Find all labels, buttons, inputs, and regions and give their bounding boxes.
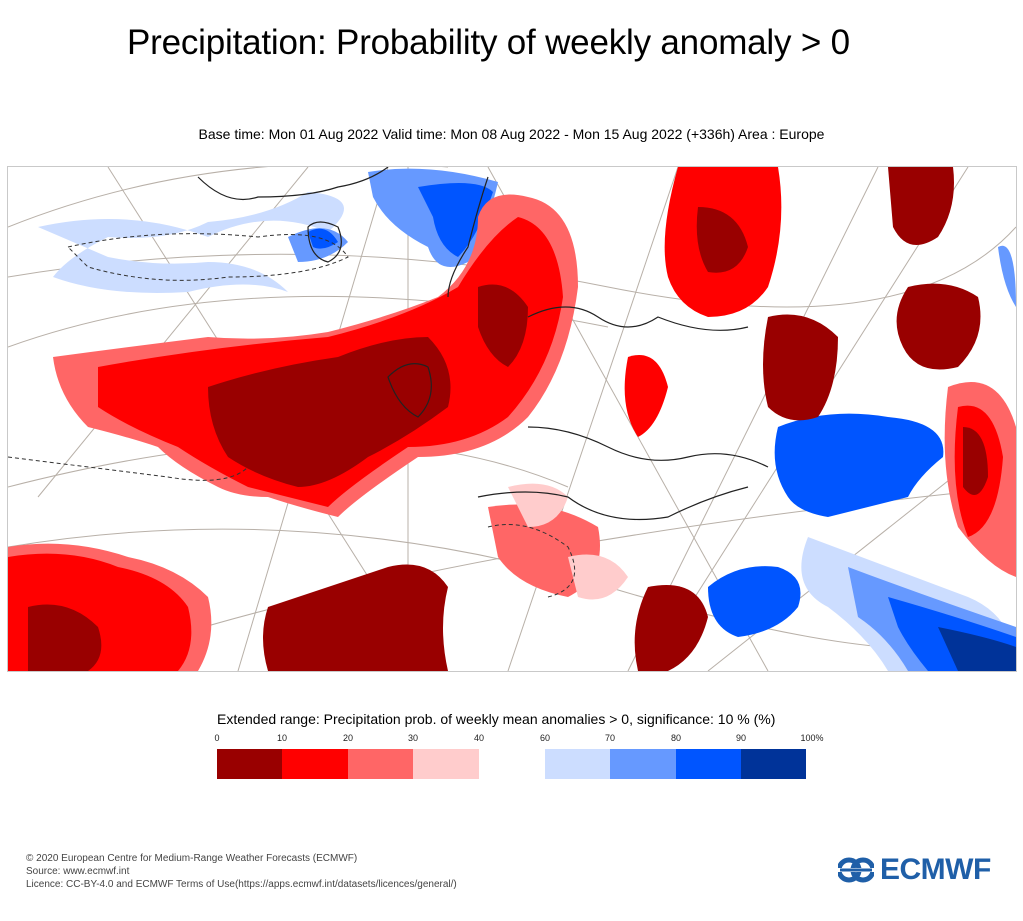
legend-title: Extended range: Precipitation prob. of w… [217, 711, 776, 727]
ecmwf-logo: ECMWF [838, 852, 991, 888]
licence-text: Licence: CC-BY-4.0 and ECMWF Terms of Us… [26, 879, 457, 890]
legend-swatch-0-10 [217, 749, 282, 779]
below-normal-areas [8, 167, 1016, 671]
legend-swatch-60-70 [545, 749, 610, 779]
significance-contours [8, 233, 576, 598]
legend-tick: 10 [276, 733, 288, 743]
legend-tick: 100% [800, 733, 824, 743]
legend-tick: 70 [604, 733, 616, 743]
legend-tick: 30 [407, 733, 419, 743]
source-text: Source: www.ecmwf.int [26, 866, 130, 877]
legend-tick: 80 [670, 733, 682, 743]
legend-swatch-10-20 [282, 749, 348, 779]
legend-tick: 0 [214, 733, 220, 743]
ecmwf-logo-icon [838, 857, 874, 883]
legend-swatch-20-30 [348, 749, 413, 779]
map-subtitle: Base time: Mon 01 Aug 2022 Valid time: M… [198, 126, 825, 142]
legend-swatch-90-100 [741, 749, 806, 779]
legend-tick: 40 [473, 733, 485, 743]
copyright-text: © 2020 European Centre for Medium-Range … [26, 853, 358, 864]
above-normal-areas [38, 168, 1016, 671]
map-canvas [8, 167, 1016, 671]
legend-swatch-80-90 [676, 749, 741, 779]
legend-tick: 60 [539, 733, 551, 743]
legend-swatch-30-40 [413, 749, 479, 779]
ecmwf-logo-text: ECMWF [880, 853, 991, 886]
footer-credits: © 2020 European Centre for Medium-Range … [26, 852, 457, 891]
legend-tick: 90 [735, 733, 747, 743]
legend-tick: 20 [342, 733, 354, 743]
legend-swatch-70-80 [610, 749, 676, 779]
probability-map [7, 166, 1017, 672]
page-title: Precipitation: Probability of weekly ano… [127, 23, 850, 62]
